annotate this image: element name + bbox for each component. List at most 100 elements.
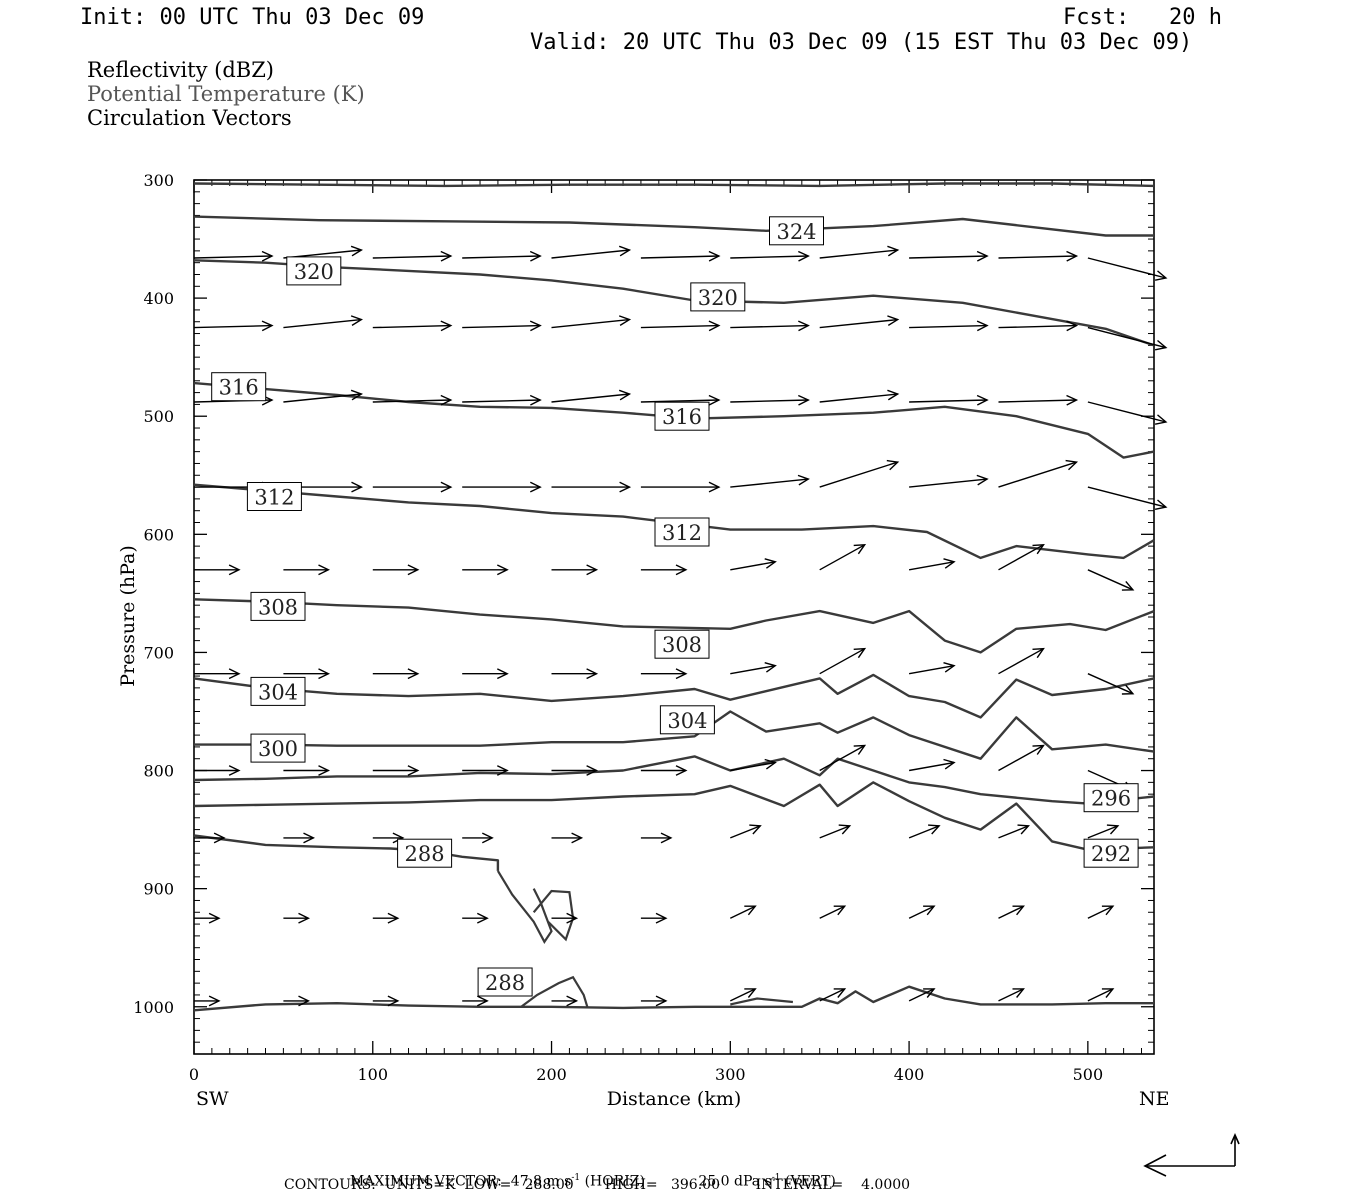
y-tick-label: 600 [143,525,174,544]
circulation-vector [640,765,688,776]
vert-unit-exponent: -1 [771,1173,781,1183]
circulation-vector [462,250,542,262]
circulation-vector [998,647,1045,675]
isentrope-line [193,755,1155,805]
circulation-vector [998,394,1079,406]
contours-line: CONTOURS: UNITS=K LOW= 288.00 HIGH= 396.… [284,1177,911,1193]
circulation-vector [998,744,1045,772]
circulation-vector [640,995,668,1007]
circulation-vector [998,250,1079,262]
circulation-vector [194,995,221,1007]
circulation-vector [819,544,867,571]
y-tick-label: 500 [143,407,174,426]
circulation-vector [551,995,579,1007]
valid-time: Valid: 20 UTC Thu 03 Dec 09 (15 EST Thu … [530,30,1193,55]
circulation-vector [194,668,241,680]
max-vector-vert-value: 25.0 dPa s [698,1173,772,1190]
circulation-vector [462,668,509,680]
circulation-vector [640,481,721,493]
circulation-vector [998,988,1025,1002]
contour-label-text: 308 [662,633,702,657]
circulation-vector [909,394,989,406]
circulation-vector [908,905,936,919]
circulation-vector [462,564,509,576]
circulation-vector [551,389,632,403]
circulation-vector [462,832,494,844]
circulation-vector [730,758,777,772]
circulation-vector [283,668,331,680]
contour-label-text: 316 [662,405,702,429]
isentrope-line [194,710,1155,760]
circulation-vector [819,905,847,919]
circulation-vector [1087,401,1168,425]
isentrope-line [193,259,1155,347]
circulation-vector [640,320,721,332]
vert-tag: (VERT) [785,1173,836,1190]
circulation-vector [1087,988,1115,1002]
circulation-vector [998,320,1079,332]
contour-label-text: 292 [1091,842,1131,866]
contour-label: 324 [769,216,824,246]
init-time: Init: 00 UTC Thu 03 Dec 09 [80,5,425,30]
isentrope-line [193,834,500,871]
x-tick-label: 200 [536,1065,567,1084]
circulation-vector [372,765,420,776]
circulation-vector [909,250,989,262]
circulation-vector [551,765,599,776]
contour-label-text: 308 [258,595,298,619]
circulation-vector [819,744,867,772]
max-vector-label: MAXIMUM VECTOR: [349,1173,502,1190]
circulation-vector [551,481,632,493]
circulation-vector [372,564,420,576]
circulation-vector [551,912,579,924]
circulation-vector [372,320,453,332]
isentrope-line [193,598,1155,654]
circulation-vector [909,474,989,488]
circulation-vector [819,389,900,403]
circulation-vector [1087,905,1115,919]
legend-circulation-vectors: Circulation Vectors [87,106,292,130]
circulation-vector [551,315,632,329]
contour-label: 320 [286,256,342,286]
circulation-vector [908,758,956,772]
circulation-vector [908,558,956,571]
circulation-vector [729,905,757,919]
contour-label: 308 [250,591,306,621]
circulation-vector [819,647,867,675]
circulation-vector [551,668,599,680]
circulation-vector [194,832,226,844]
contour-label-text: 320 [294,260,334,284]
contour-label-text: 288 [485,971,525,995]
circulation-vector [372,912,400,924]
circulation-vector [283,912,311,924]
circulation-vector [283,245,364,259]
contour-label: 296 [1083,783,1139,813]
contour-label: 292 [1083,838,1139,868]
contour-label-text: 304 [667,709,707,733]
circulation-vector [730,394,810,406]
circulation-vector [283,564,331,576]
circulation-vector [462,320,542,332]
circulation-vector [462,765,509,776]
contour-label: 316 [654,401,710,431]
contour-label-text: 300 [258,737,298,761]
contour-label-text: 316 [219,376,259,400]
circulation-vector [1087,673,1135,695]
circulation-vector [283,765,331,776]
circulation-vector [819,459,900,488]
contour-label: 316 [211,372,267,402]
isentrope-line [193,483,1155,560]
max-vector-horiz-value: 47.8 m s [510,1173,572,1190]
circulation-vector [998,544,1045,571]
circulation-vector [908,824,941,839]
x-tick-label: 100 [357,1065,388,1084]
circulation-vector [819,824,852,839]
reference-vector-icon [1143,1133,1240,1177]
horiz-unit-exponent: -1 [571,1173,581,1183]
circulation-vector [462,912,489,924]
contour-label-text: 320 [698,286,738,310]
legend-reflectivity: Reflectivity (dBZ) [87,58,275,82]
contour-label: 320 [690,282,746,312]
circulation-vector [283,315,364,329]
